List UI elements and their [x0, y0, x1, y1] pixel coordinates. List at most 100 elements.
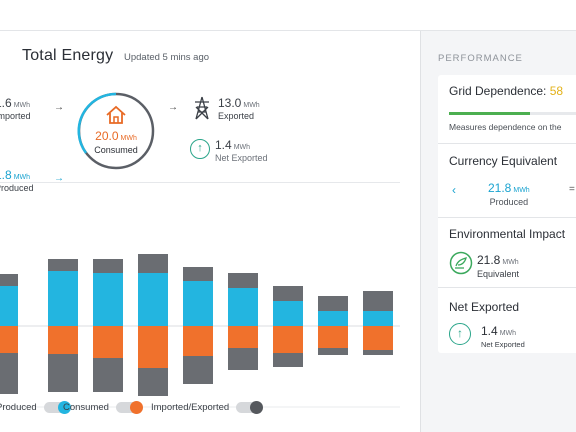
sidebar-net-exported-value: 1.4 [481, 324, 498, 338]
bar-produced[interactable] [228, 288, 258, 326]
environmental-value: 21.8 [477, 253, 501, 267]
card-divider [438, 217, 576, 218]
bar-consumed[interactable] [318, 326, 348, 348]
bar-imported-exported[interactable] [0, 353, 18, 394]
legend-produced-label: Produced [0, 402, 37, 413]
toggle-knob [57, 401, 71, 414]
bar-produced[interactable] [318, 311, 348, 326]
arrow-right-icon: → [54, 173, 64, 184]
page-title: Total Energy [22, 47, 114, 64]
card-divider [438, 143, 576, 144]
bar-consumed[interactable] [183, 326, 213, 356]
net-exported-stat: 1.4 MWh Net Exported [215, 138, 268, 163]
grid-dependence-description: Measures dependence on the [449, 122, 562, 132]
bar-imported-exported[interactable] [363, 350, 393, 355]
imported-exported-toggle[interactable] [236, 401, 264, 414]
arrow-up-icon: ↑ [190, 139, 210, 159]
bar-imported-top[interactable] [318, 296, 348, 311]
bar-imported-exported[interactable] [228, 348, 258, 370]
bar-imported-top[interactable] [228, 273, 258, 288]
net-exported-value: 1.4 [215, 138, 232, 152]
updated-timestamp: Updated 5 mins ago [124, 52, 210, 63]
panel-divider [420, 31, 421, 432]
exported-value: 13.0 [218, 96, 242, 110]
bar-consumed[interactable] [93, 326, 123, 358]
equals-icon: = [569, 184, 575, 195]
grid-dependence-value: 58 [549, 84, 564, 98]
sidebar-net-exported-unit: MWh [499, 330, 517, 337]
section-divider [0, 182, 400, 183]
bar-imported-exported[interactable] [318, 348, 348, 355]
bar-produced[interactable] [48, 271, 78, 326]
arrow-up-icon: ↑ [449, 323, 471, 345]
currency-value: 21.8 [488, 181, 512, 195]
house-icon [106, 105, 126, 124]
consumed-unit: MWh [120, 135, 137, 142]
net-exported-label: Net Exported [215, 152, 268, 163]
legend-produced[interactable]: Produced [0, 401, 71, 414]
bar-produced[interactable] [273, 301, 303, 326]
produced-toggle[interactable] [43, 401, 71, 414]
consumed-stat: 20.0 MWh Consumed [76, 127, 156, 155]
consumed-value: 20.0 [95, 129, 119, 143]
performance-card: Grid Dependence: 58 Measures dependence … [438, 75, 576, 353]
currency-unit: MWh [513, 187, 530, 194]
bar-imported-exported[interactable] [48, 354, 78, 392]
bar-imported-top[interactable] [273, 286, 303, 301]
card-divider [438, 287, 576, 288]
environmental-stat: 21.8 MWh Equivalent [477, 251, 519, 279]
exported-unit: MWh [243, 102, 260, 109]
bar-produced[interactable] [138, 273, 168, 326]
arrow-right-icon: → [168, 102, 178, 113]
bar-imported-top[interactable] [183, 267, 213, 281]
consumed-toggle[interactable] [115, 401, 143, 414]
currency-equivalent-title: Currency Equivalent [449, 154, 558, 168]
bar-imported-exported[interactable] [138, 368, 168, 396]
bar-produced[interactable] [183, 281, 213, 326]
energy-bar-chart: AprMayJunJulAugSepOctNovDec [0, 254, 400, 408]
bar-imported-top[interactable] [93, 259, 123, 273]
performance-heading: PERFORMANCE [438, 53, 523, 64]
produced-value: 1.8 [0, 168, 12, 182]
grid-dependence-title: Grid Dependence: 58 [449, 84, 563, 98]
bar-produced[interactable] [363, 311, 393, 326]
bar-consumed[interactable] [0, 326, 18, 353]
legend-consumed[interactable]: Consumed [63, 401, 143, 414]
bar-consumed[interactable] [363, 326, 393, 350]
bar-imported-top[interactable] [363, 291, 393, 311]
imported-unit: MWh [13, 102, 31, 109]
toggle-knob [129, 401, 143, 414]
bar-produced[interactable] [0, 286, 18, 326]
currency-produced: 21.8 MWh Produced [488, 179, 530, 207]
currency-label: Produced [489, 197, 529, 207]
produced-label: Produced [0, 182, 34, 193]
legend-consumed-label: Consumed [63, 402, 109, 413]
imported-value: 1.6 [0, 96, 12, 110]
leaf-hand-icon [449, 251, 473, 275]
bar-imported-exported[interactable] [273, 353, 303, 367]
environmental-label: Equivalent [477, 269, 520, 279]
bar-imported-top[interactable] [138, 254, 168, 273]
bar-produced[interactable] [93, 273, 123, 326]
grid-dependence-progress [449, 112, 576, 115]
chevron-left-icon[interactable]: ‹ [452, 183, 456, 197]
bar-consumed[interactable] [138, 326, 168, 368]
consumed-label: Consumed [94, 145, 138, 155]
power-tower-icon [195, 96, 209, 120]
bar-imported-top[interactable] [0, 274, 18, 286]
bar-consumed[interactable] [273, 326, 303, 353]
environmental-unit: MWh [502, 259, 519, 266]
bar-imported-exported[interactable] [93, 358, 123, 392]
exported-label: Exported [218, 110, 255, 121]
bar-imported-exported[interactable] [183, 356, 213, 384]
bar-consumed[interactable] [48, 326, 78, 354]
bar-consumed[interactable] [228, 326, 258, 348]
environmental-impact-title: Environmental Impact [449, 227, 566, 241]
legend-imported-exported[interactable]: Imported/Exported [151, 401, 264, 414]
produced-unit: MWh [13, 174, 31, 181]
legend-imported-exported-label: Imported/Exported [151, 402, 230, 413]
bar-imported-top[interactable] [48, 259, 78, 271]
